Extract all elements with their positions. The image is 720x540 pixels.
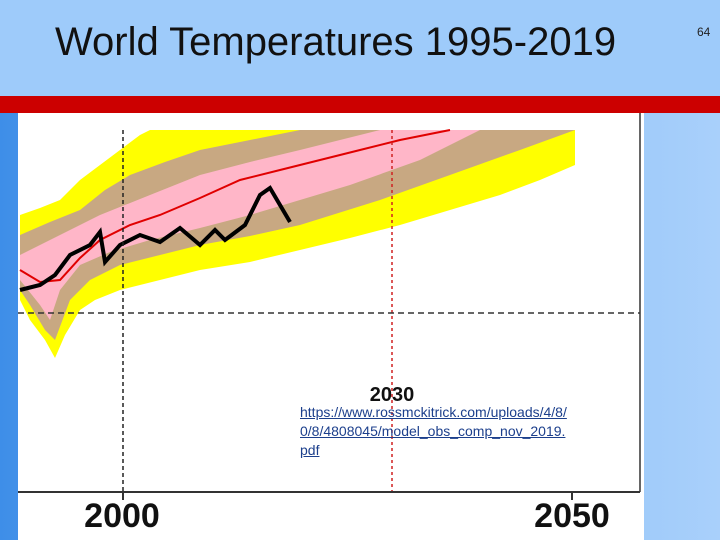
observations xyxy=(19,185,292,292)
link-line[interactable]: pdf xyxy=(300,442,320,458)
figure-image: 2000 2050 2030 xyxy=(18,113,644,540)
year-label: 2000 xyxy=(84,497,160,535)
red-bar xyxy=(0,96,720,113)
band-inner xyxy=(20,130,480,320)
slide-number: 64 xyxy=(697,25,711,39)
model-mean xyxy=(19,129,451,284)
slide-title: World Temperatures 1995-2019 xyxy=(55,20,617,64)
year-label: 2050 xyxy=(534,497,610,535)
link-line[interactable]: 0/8/4808045/model_obs_comp_nov_2019. xyxy=(300,423,566,439)
link-line[interactable]: https://www.rossmckitrick.com/uploads/4/… xyxy=(300,404,567,420)
band-middle xyxy=(20,130,575,340)
header: World Temperatures 1995-2019 64 xyxy=(0,0,720,96)
year-label: 2030 xyxy=(370,384,415,406)
source-link[interactable]: https://www.rossmckitrick.com/uploads/4/… xyxy=(300,403,567,460)
